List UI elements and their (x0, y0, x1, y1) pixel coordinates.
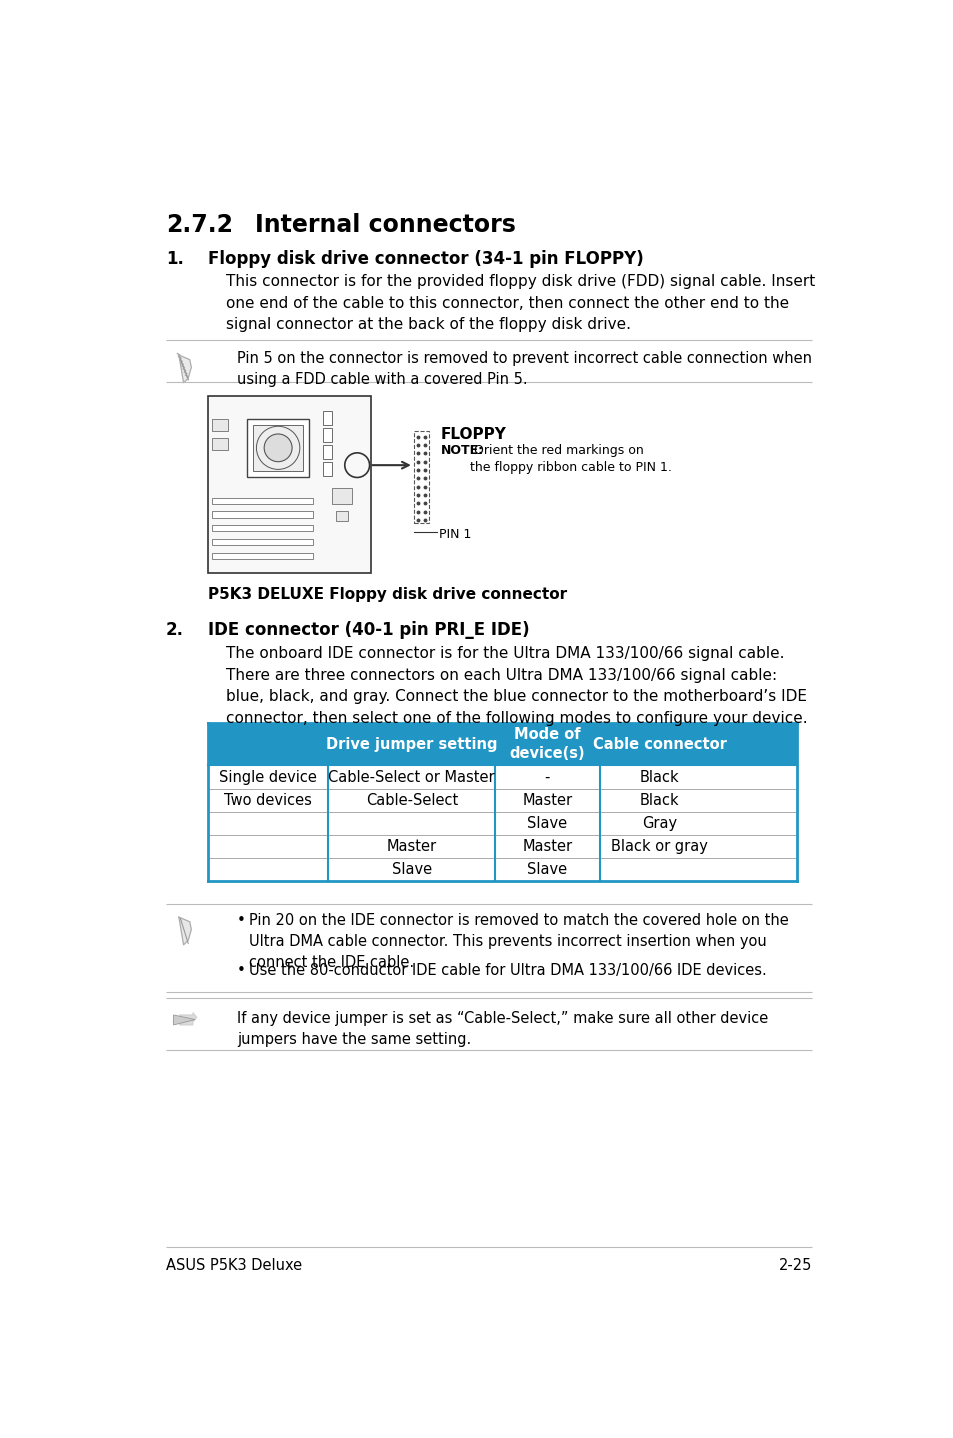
Text: Gray: Gray (641, 815, 677, 831)
Text: The onboard IDE connector is for the Ultra DMA 133/100/66 signal cable.
There ar: The onboard IDE connector is for the Ult… (226, 646, 807, 726)
Text: NOTE:: NOTE: (440, 443, 483, 457)
Text: Slave: Slave (527, 861, 567, 877)
Text: Floppy disk drive connector (34-1 pin FLOPPY): Floppy disk drive connector (34-1 pin FL… (208, 250, 643, 267)
Text: Pin 5 on the connector is removed to prevent incorrect cable connection when
usi: Pin 5 on the connector is removed to pre… (236, 351, 811, 387)
Text: Black or gray: Black or gray (611, 838, 707, 854)
Text: This connector is for the provided floppy disk drive (FDD) signal cable. Insert
: This connector is for the provided flopp… (226, 275, 815, 332)
Bar (332, 489, 352, 503)
Text: Drive jumper setting: Drive jumper setting (326, 736, 497, 752)
Polygon shape (179, 917, 192, 945)
Polygon shape (173, 1012, 196, 1025)
Bar (208, 788, 797, 811)
Text: Slave: Slave (392, 861, 432, 877)
Bar (253, 426, 303, 470)
Text: 2.: 2. (166, 621, 184, 640)
Text: Slave: Slave (527, 815, 567, 831)
Text: •: • (236, 913, 246, 929)
Text: PIN 1: PIN 1 (438, 528, 471, 541)
Bar (212, 498, 313, 503)
Text: Cable-Select or Master: Cable-Select or Master (328, 769, 495, 785)
Bar (323, 429, 332, 441)
Text: FLOPPY: FLOPPY (440, 427, 506, 441)
Bar (212, 554, 313, 559)
Polygon shape (179, 355, 192, 383)
Text: Mode of
device(s): Mode of device(s) (509, 728, 584, 761)
Bar (212, 418, 228, 430)
Text: Single device: Single device (219, 769, 317, 785)
Text: Cable connector: Cable connector (592, 736, 726, 752)
Bar (212, 439, 228, 450)
Bar (212, 539, 313, 545)
Circle shape (264, 434, 292, 462)
Text: Orient the red markings on
the floppy ribbon cable to PIN 1.: Orient the red markings on the floppy ri… (470, 443, 672, 473)
Text: Cable-Select: Cable-Select (365, 792, 457, 808)
Text: Master: Master (522, 792, 572, 808)
Bar (247, 418, 309, 477)
Bar (208, 858, 797, 881)
Bar (414, 430, 429, 523)
Bar (323, 411, 332, 426)
Text: Two devices: Two devices (224, 792, 312, 808)
Bar (212, 525, 313, 532)
Polygon shape (173, 1015, 195, 1025)
Text: 2-25: 2-25 (778, 1258, 811, 1273)
Bar (323, 446, 332, 459)
Text: Master: Master (522, 838, 572, 854)
Text: Master: Master (386, 838, 436, 854)
Bar (208, 835, 797, 858)
Text: -: - (544, 769, 550, 785)
Bar (208, 395, 371, 572)
Text: P5K3 DELUXE Floppy disk drive connector: P5K3 DELUXE Floppy disk drive connector (208, 587, 567, 603)
Bar (323, 462, 332, 476)
Text: IDE connector (40-1 pin PRI_E IDE): IDE connector (40-1 pin PRI_E IDE) (208, 621, 530, 640)
Text: If any device jumper is set as “Cable-Select,” make sure all other device
jumper: If any device jumper is set as “Cable-Se… (236, 1011, 767, 1047)
Bar (208, 723, 797, 765)
Text: Black: Black (639, 769, 679, 785)
Text: Use the 80-conductor IDE cable for Ultra DMA 133/100/66 IDE devices.: Use the 80-conductor IDE cable for Ultra… (249, 962, 766, 978)
Bar (208, 765, 797, 788)
Text: ASUS P5K3 Deluxe: ASUS P5K3 Deluxe (166, 1258, 301, 1273)
Text: 2.7.2: 2.7.2 (166, 213, 233, 237)
Bar (212, 512, 313, 518)
Text: 1.: 1. (166, 250, 183, 267)
Text: Black: Black (639, 792, 679, 808)
Bar (335, 512, 348, 521)
Bar (208, 811, 797, 835)
Text: Pin 20 on the IDE connector is removed to match the covered hole on the
Ultra DM: Pin 20 on the IDE connector is removed t… (249, 913, 788, 971)
Text: Internal connectors: Internal connectors (254, 213, 516, 237)
Text: •: • (236, 962, 246, 978)
